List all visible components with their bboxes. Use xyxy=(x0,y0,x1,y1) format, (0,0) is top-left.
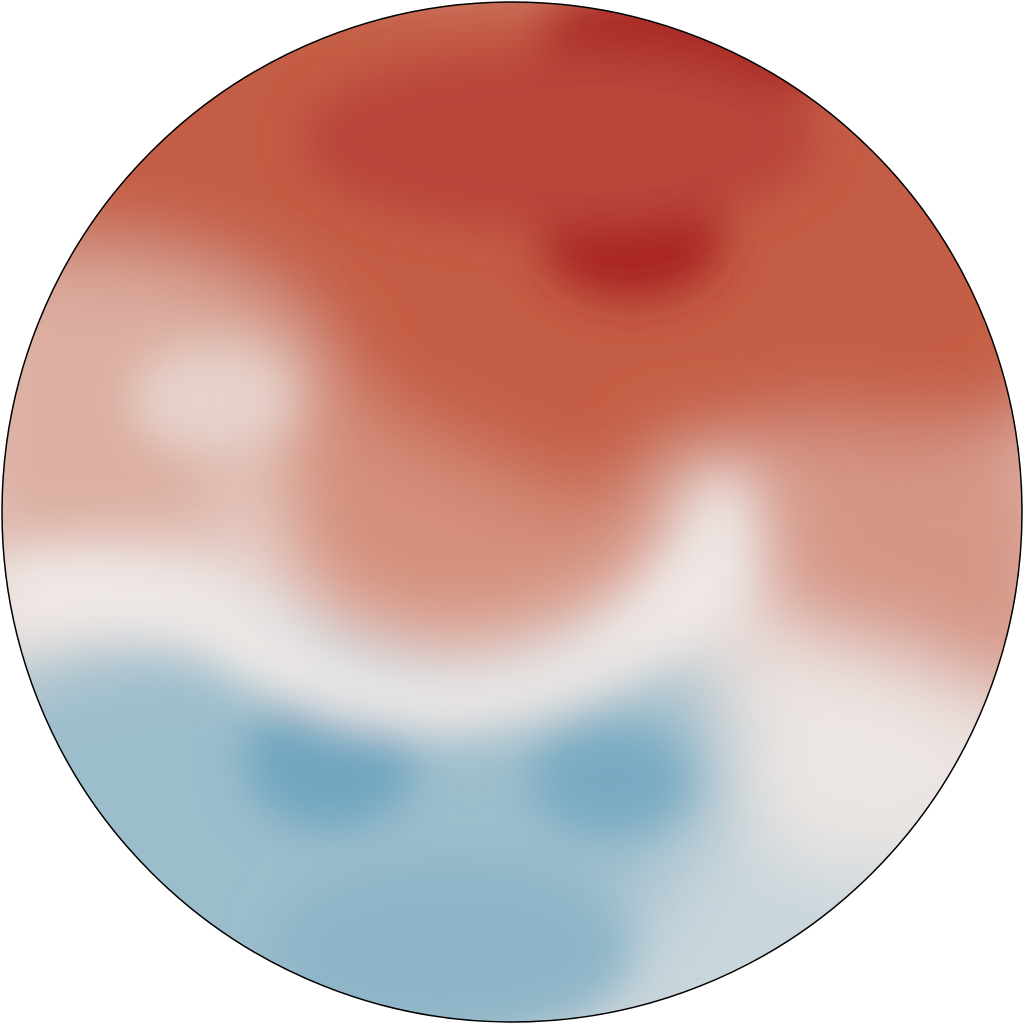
field-extremes xyxy=(2,2,860,1022)
left-pale-region xyxy=(2,249,300,560)
bottom-blue xyxy=(270,860,630,1022)
right-salmon-region xyxy=(756,420,1022,700)
neutral-band xyxy=(2,479,748,732)
right-neutral-patch xyxy=(730,650,990,870)
min-core-right xyxy=(530,725,690,835)
upper-dark-band xyxy=(300,50,820,230)
center-salmon-region xyxy=(277,360,673,641)
left-pale-highlight xyxy=(130,345,290,455)
